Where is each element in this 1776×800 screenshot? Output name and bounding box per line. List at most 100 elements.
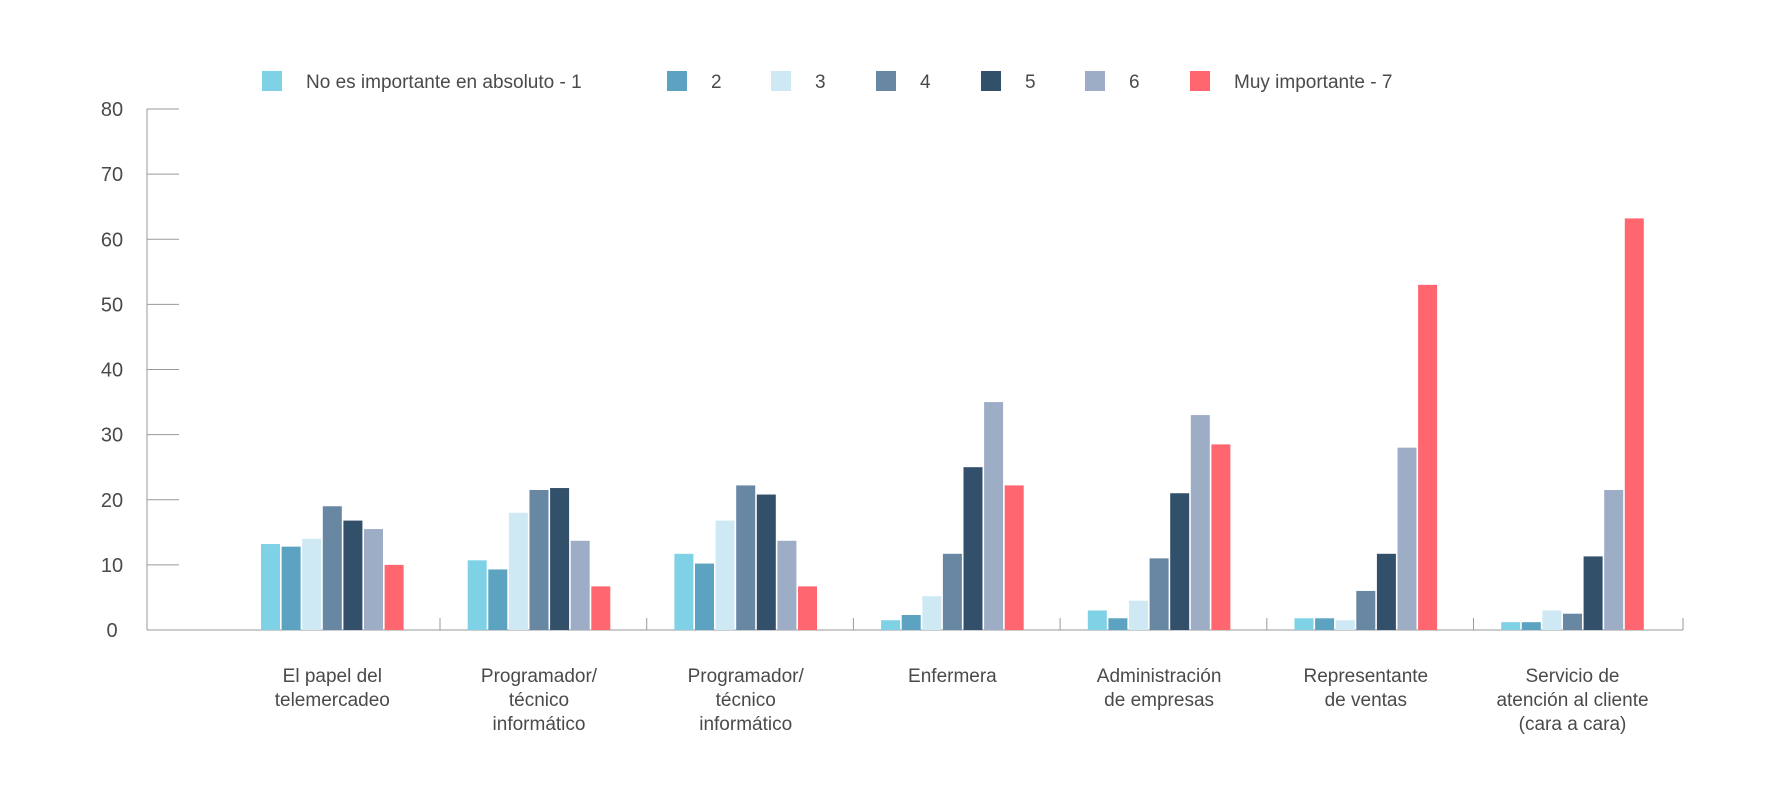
bar-3-5 (756, 494, 776, 630)
bars (261, 218, 1644, 630)
bar-1-1 (261, 544, 280, 630)
legend-swatch-1 (262, 71, 282, 91)
bar-4-5 (963, 467, 983, 630)
bar-5-6 (1190, 415, 1210, 630)
y-tick-label: 20 (101, 490, 123, 512)
bar-4-1 (881, 620, 901, 630)
y-tick-label: 10 (101, 555, 123, 577)
legend-swatch-5 (981, 71, 1001, 91)
category-label-line: de empresas (1104, 690, 1214, 711)
category-label-line: (cara a cara) (1519, 714, 1627, 735)
bar-2-5 (550, 488, 570, 630)
bar-5-7 (1211, 444, 1231, 630)
legend-swatch-3 (771, 71, 791, 91)
bar-2-2 (488, 569, 508, 630)
category-label-line: técnico (716, 690, 776, 711)
category-label-line: atención al cliente (1496, 690, 1648, 711)
bar-4-7 (1004, 485, 1024, 630)
bar-3-4 (736, 485, 756, 630)
bar-3-6 (777, 540, 797, 630)
legend-label-1: No es importante en absoluto - 1 (306, 72, 582, 93)
bar-6-1 (1294, 618, 1314, 630)
bar-1-5 (343, 520, 363, 630)
bar-7-3 (1542, 610, 1562, 630)
legend-label-7: Muy importante - 7 (1234, 72, 1392, 93)
legend-swatch-7 (1190, 71, 1210, 91)
bar-3-1 (674, 553, 694, 630)
y-tick-label: 40 (101, 360, 123, 382)
category-label: Enfermera (908, 666, 997, 687)
bar-5-5 (1170, 493, 1190, 630)
bar-3-7 (798, 586, 817, 630)
category-label: Representante de ventas (1303, 666, 1428, 711)
category-label-line: informático (493, 714, 586, 735)
bar-6-5 (1376, 553, 1396, 630)
category-label: Administración de empresas (1097, 666, 1222, 711)
category-label-line: El papel del (283, 666, 382, 687)
bar-4-4 (942, 553, 962, 630)
bar-5-2 (1108, 618, 1128, 630)
category-label: Programador/técnico informático (688, 666, 805, 735)
y-tick-label: 50 (101, 294, 123, 316)
bar-2-4 (529, 489, 549, 630)
y-axis: 0 10 20 30 40 50 60 70 80 (101, 99, 179, 642)
bar-2-7 (591, 586, 611, 630)
bar-1-7 (384, 564, 404, 630)
bar-3-3 (715, 520, 735, 630)
bar-1-3 (302, 538, 322, 630)
bar-1-4 (322, 506, 342, 630)
bar-7-2 (1521, 622, 1541, 630)
bar-5-1 (1087, 610, 1107, 630)
bar-4-2 (901, 615, 921, 630)
legend-label-5: 5 (1025, 72, 1036, 93)
bar-1-2 (281, 546, 301, 630)
bar-4-6 (984, 402, 1004, 630)
legend-label-6: 6 (1129, 72, 1140, 93)
bar-6-2 (1315, 618, 1335, 630)
bar-2-6 (570, 540, 590, 630)
bar-6-3 (1335, 620, 1355, 630)
y-tick-label: 0 (106, 620, 117, 642)
category-label: El papel del telemercadeo (275, 666, 390, 711)
category-label-line: Administración (1097, 666, 1222, 687)
category-label: Programador/técnico informático (481, 666, 598, 735)
legend: No es importante en absoluto - 1 2 3 4 5 6 Muy… (262, 71, 1392, 93)
bar-2-1 (467, 560, 487, 630)
category-label-line: Enfermera (908, 666, 997, 687)
bar-7-6 (1604, 489, 1624, 630)
legend-swatch-2 (667, 71, 687, 91)
bar-1-6 (364, 529, 383, 630)
legend-label-3: 3 (815, 72, 826, 93)
legend-swatch-6 (1085, 71, 1105, 91)
bar-7-1 (1501, 622, 1521, 630)
category-label-line: técnico (509, 690, 569, 711)
category-label-line: Representante (1303, 666, 1428, 687)
bar-7-5 (1583, 556, 1603, 630)
bar-6-4 (1356, 590, 1376, 630)
y-tick-label: 30 (101, 425, 123, 447)
category-label-line: de ventas (1325, 690, 1407, 711)
category-label-line: Programador/ (481, 666, 598, 687)
y-tick-label: 60 (101, 229, 123, 251)
bar-7-7 (1624, 218, 1644, 630)
bar-5-4 (1149, 558, 1169, 630)
legend-label-2: 2 (711, 72, 722, 93)
bar-7-4 (1563, 613, 1582, 630)
bar-5-3 (1129, 600, 1148, 630)
category-label-line: informático (699, 714, 792, 735)
bar-6-7 (1418, 284, 1438, 630)
bar-4-3 (922, 596, 942, 630)
bar-3-2 (695, 563, 714, 630)
bar-6-6 (1397, 447, 1417, 630)
x-axis: El papel del telemercadeo Programador/técn… (147, 618, 1684, 735)
y-tick-label: 70 (101, 164, 123, 186)
legend-swatch-4 (876, 71, 896, 91)
y-tick-label: 80 (101, 99, 123, 121)
category-label-line: Servicio de (1526, 666, 1620, 687)
bar-2-3 (508, 512, 528, 630)
category-label: Servicio de atención al cliente (cara a ca… (1496, 666, 1648, 735)
category-label-line: telemercadeo (275, 690, 390, 711)
category-label-line: Programador/ (688, 666, 805, 687)
legend-label-4: 4 (920, 72, 931, 93)
